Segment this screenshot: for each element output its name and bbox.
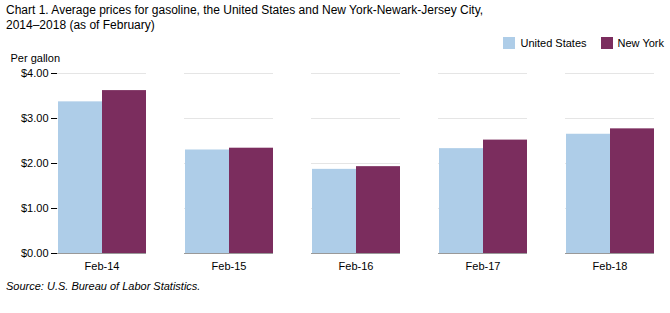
svg-text:Feb-14: Feb-14 <box>85 260 120 272</box>
svg-text:$3.00: $3.00 <box>21 112 49 124</box>
html-text:United States: United States <box>520 37 587 49</box>
html-text:Chart 1. Average prices for ga: Chart 1. Average prices for gasoline, th… <box>6 3 484 17</box>
svg-text:Per gallon: Per gallon <box>11 52 61 64</box>
svg-text:Feb-18: Feb-18 <box>593 260 628 272</box>
svg-text:Feb-16: Feb-16 <box>339 260 374 272</box>
html-text:Source: U.S. Bureau of Labor S: Source: U.S. Bureau of Labor Statistics. <box>6 280 201 292</box>
svg-text:Feb-17: Feb-17 <box>466 260 501 272</box>
html-text:New York: New York <box>617 37 664 49</box>
svg-text:$2.00: $2.00 <box>21 157 49 169</box>
svg-text:$4.00: $4.00 <box>21 67 49 79</box>
html-text:2014–2018 (as of February): 2014–2018 (as of February) <box>6 18 155 32</box>
svg-text:Feb-15: Feb-15 <box>212 260 247 272</box>
svg-text:$0.00: $0.00 <box>21 247 49 259</box>
svg-text:$1.00: $1.00 <box>21 202 49 214</box>
